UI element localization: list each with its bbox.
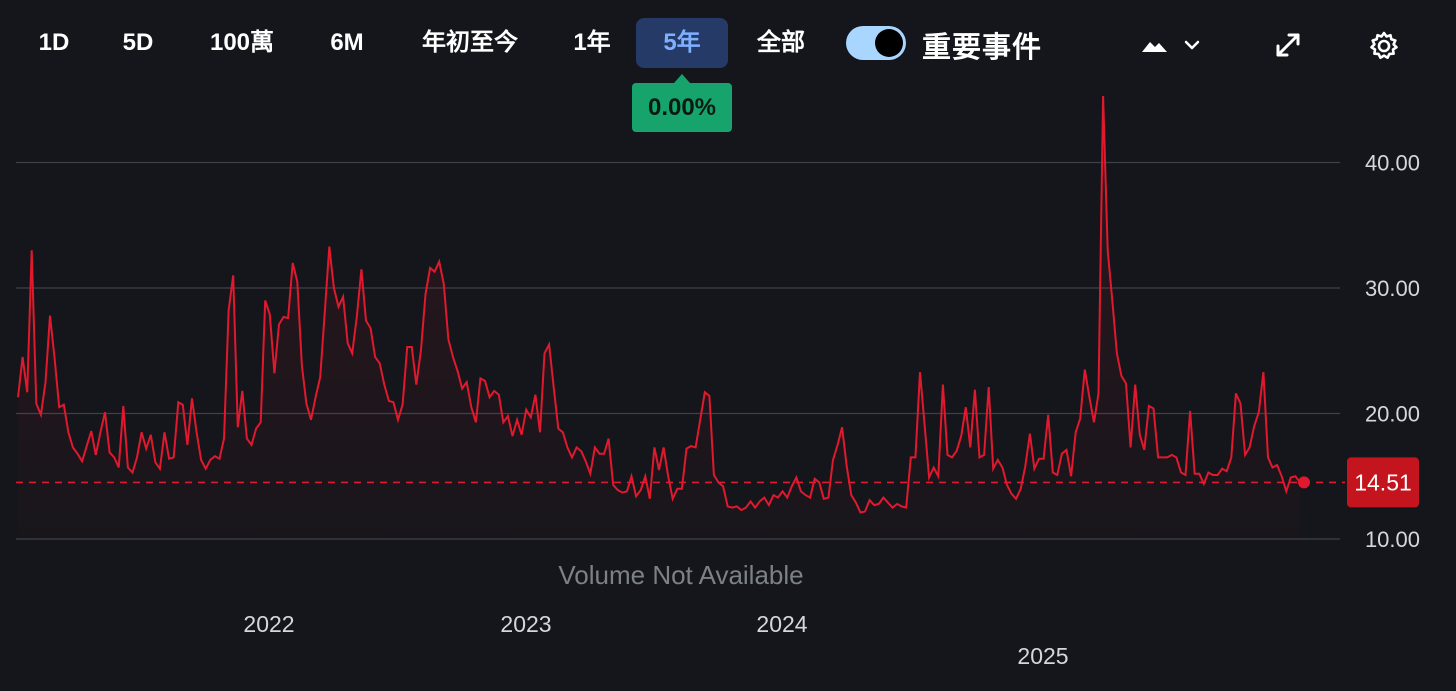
x-axis-ticks: 2022 2023 2024 2025: [243, 611, 1068, 669]
price-chart: 40.00 30.00 20.00 10.00 2022 2023 2024 2025 Vo…: [16, 95, 1420, 669]
y-tick-label: 40.00: [1365, 151, 1420, 176]
x-tick-label: 2022: [243, 611, 294, 637]
price-line: [17, 95, 1301, 514]
range-button-5y[interactable]: 5年: [636, 18, 728, 68]
range-toolbar: 1D 5D 100萬 6M 年初至今 1年 5年 全部 0.00% 重要事件: [0, 0, 1456, 132]
y-tick-label: 20.00: [1365, 402, 1420, 427]
current-price-tag: 14.51: [1347, 457, 1419, 508]
range-button-ytd[interactable]: 年初至今: [422, 29, 518, 56]
range-button-5d[interactable]: 5D: [122, 29, 154, 56]
x-tick-label: 2024: [756, 611, 807, 637]
range-button-all[interactable]: 全部: [757, 29, 805, 56]
events-toggle[interactable]: [846, 26, 906, 60]
y-tick-label: 10.00: [1365, 527, 1420, 552]
toggle-knob: [875, 29, 903, 57]
current-price-dot: [1298, 476, 1310, 489]
volume-watermark: Volume Not Available: [558, 560, 803, 590]
events-toggle-label: 重要事件: [922, 32, 1043, 64]
gear-icon[interactable]: [1368, 30, 1400, 62]
x-tick-label: 2023: [500, 611, 551, 637]
range-button-1d[interactable]: 1D: [38, 29, 70, 56]
mountain-chart-icon[interactable]: [1140, 34, 1204, 58]
expand-icon[interactable]: [1274, 31, 1302, 59]
current-price-label: 14.51: [1354, 469, 1412, 495]
x-tick-label: 2025: [1017, 643, 1068, 669]
change-percent-badge: 0.00%: [632, 74, 732, 132]
y-tick-label: 30.00: [1365, 276, 1420, 301]
range-button-6m[interactable]: 6M: [330, 29, 364, 56]
y-axis-ticks: 40.00 30.00 20.00 10.00: [1365, 151, 1420, 553]
range-button-100m[interactable]: 100萬: [209, 29, 275, 56]
range-button-1y[interactable]: 1年: [573, 29, 611, 56]
price-area: [18, 96, 1300, 539]
